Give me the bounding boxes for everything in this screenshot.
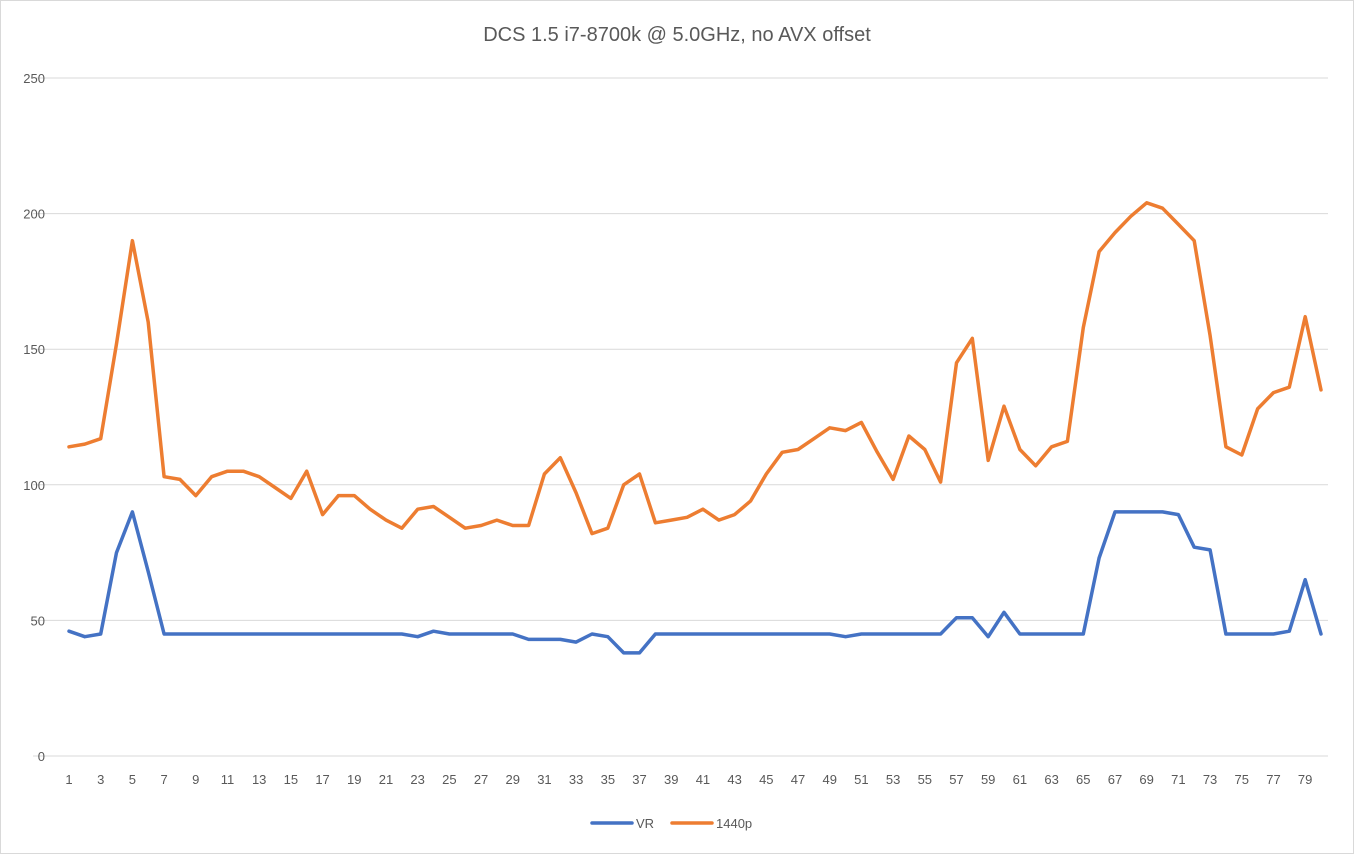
x-tick-label: 63 [1044,772,1058,787]
x-tick-label: 3 [97,772,104,787]
x-tick-label: 19 [347,772,361,787]
y-tick-label: 150 [23,342,45,357]
x-tick-label: 51 [854,772,868,787]
x-tick-label: 11 [221,772,235,787]
x-tick-label: 35 [601,772,615,787]
y-tick-label: 100 [23,478,45,493]
series-line-1440p [67,201,1323,536]
x-tick-label: 43 [727,772,741,787]
x-tick-label: 21 [379,772,393,787]
x-tick-label: 49 [822,772,836,787]
y-tick-label: 50 [31,613,45,628]
x-tick-label: 71 [1171,772,1185,787]
x-tick-label: 59 [981,772,995,787]
legend-label: 1440p [716,816,752,831]
x-tick-label: 61 [1013,772,1027,787]
x-tick-label: 13 [252,772,266,787]
x-tick-label: 45 [759,772,773,787]
x-tick-label: 17 [315,772,329,787]
x-tick-label: 25 [442,772,456,787]
x-tick-label: 69 [1139,772,1153,787]
x-tick-label: 73 [1203,772,1217,787]
x-tick-label: 1 [65,772,72,787]
x-tick-label: 79 [1298,772,1312,787]
y-tick-label: 200 [23,207,45,222]
x-tick-label: 15 [284,772,298,787]
x-tick-label: 39 [664,772,678,787]
x-tick-label: 31 [537,772,551,787]
x-tick-label: 5 [129,772,136,787]
x-tick-label: 55 [918,772,932,787]
x-tick-label: 27 [474,772,488,787]
x-tick-label: 65 [1076,772,1090,787]
x-tick-label: 53 [886,772,900,787]
x-tick-label: 41 [696,772,710,787]
y-tick-label: 250 [23,71,45,86]
x-tick-label: 23 [410,772,424,787]
x-tick-label: 77 [1266,772,1280,787]
x-tick-label: 7 [160,772,167,787]
legend-label: VR [636,816,654,831]
x-tick-label: 33 [569,772,583,787]
x-tick-label: 75 [1235,772,1249,787]
x-tick-label: 47 [791,772,805,787]
x-tick-label: 37 [632,772,646,787]
chart-title: DCS 1.5 i7-8700k @ 5.0GHz, no AVX offset [483,24,871,46]
series-line-vr [67,510,1323,655]
x-tick-label: 29 [506,772,520,787]
y-tick-label: 0 [38,749,45,764]
x-tick-label: 57 [949,772,963,787]
x-tick-label: 67 [1108,772,1122,787]
x-tick-label: 9 [192,772,199,787]
